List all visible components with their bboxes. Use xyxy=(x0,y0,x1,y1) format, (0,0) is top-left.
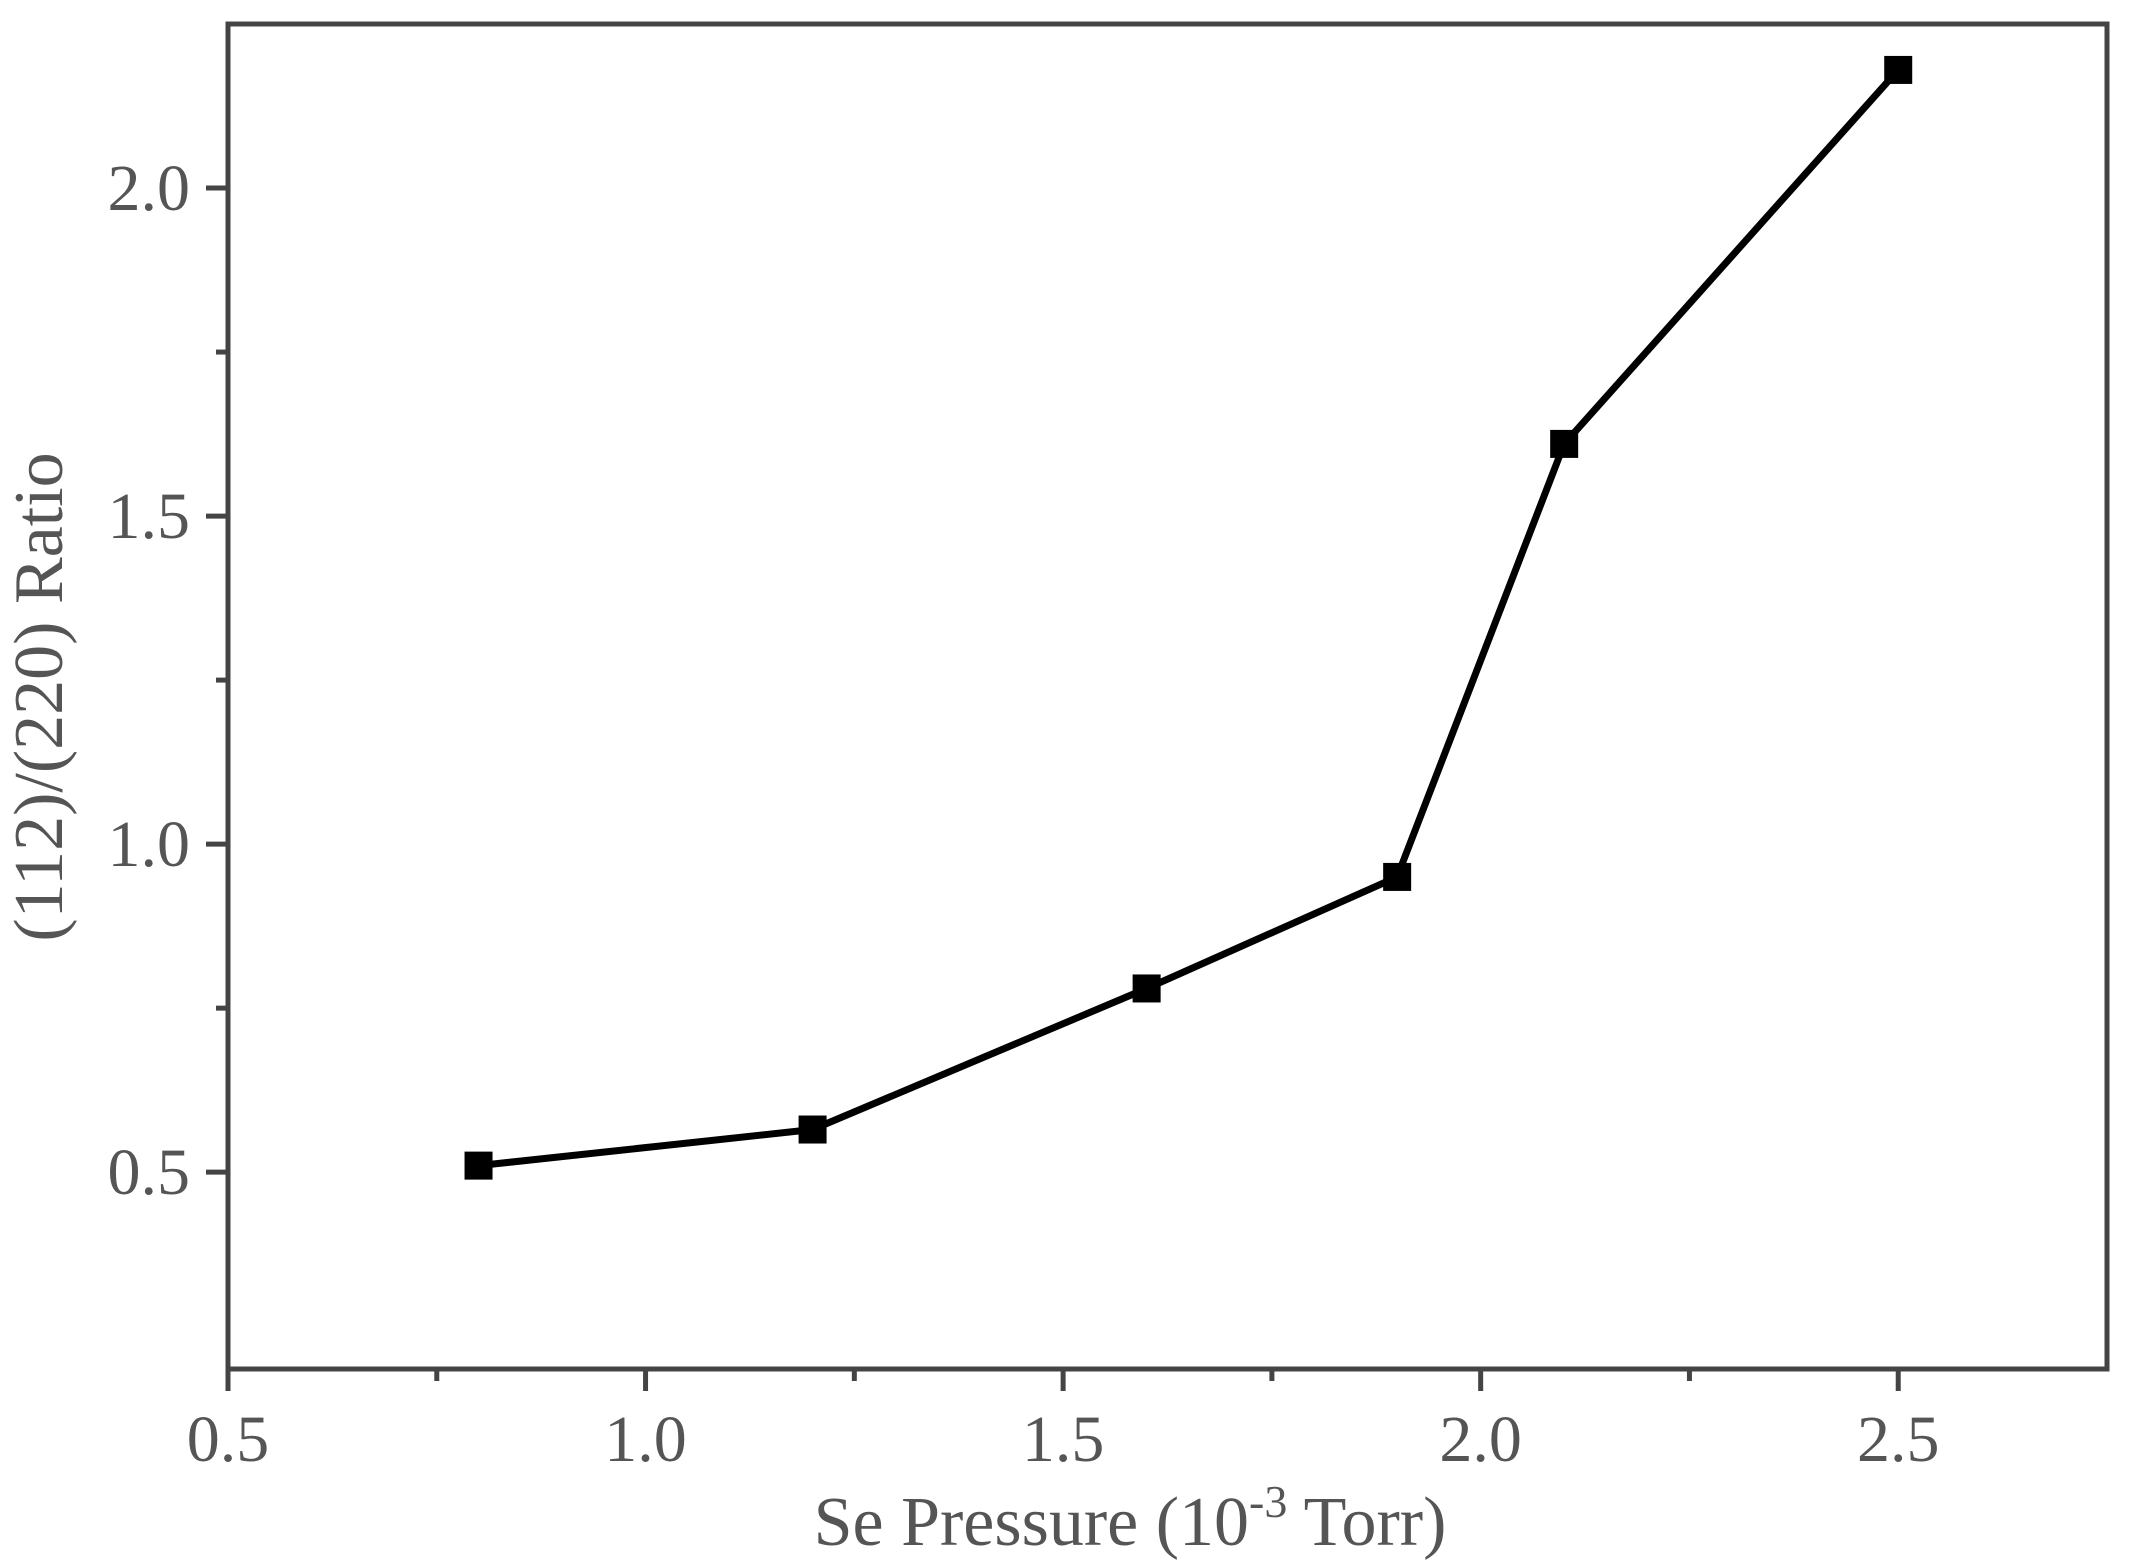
plot-frame xyxy=(225,21,2110,1372)
x-axis-title-tail: Torr) xyxy=(1287,1484,1446,1561)
x-tick-label: 2.0 xyxy=(1439,1403,1522,1476)
y-axis-ticks xyxy=(206,185,228,1175)
y-tick-label: 1.5 xyxy=(108,480,191,553)
x-tick-label: 2.5 xyxy=(1857,1403,1940,1476)
data-point-marker xyxy=(1884,55,1913,84)
data-point-marker xyxy=(1550,429,1579,458)
series-layer xyxy=(464,55,1913,1180)
data-point-marker xyxy=(464,1151,493,1180)
data-point-marker xyxy=(798,1115,827,1144)
y-axis-tick-labels: 0.5 1.0 1.5 2.0 xyxy=(108,152,191,1209)
y-tick-label: 2.0 xyxy=(108,152,191,225)
series-line xyxy=(478,67,1901,1170)
x-tick-label: 1.5 xyxy=(1022,1403,1105,1476)
x-axis-tick-labels: 0.5 1.0 1.5 2.0 2.5 xyxy=(187,1403,1940,1476)
y-tick-label: 1.0 xyxy=(108,808,191,881)
x-axis-title: Se Pressure (10-3 Torr) xyxy=(814,1476,1447,1561)
data-point-marker xyxy=(1132,974,1161,1003)
y-tick-label: 0.5 xyxy=(108,1136,191,1209)
x-axis-title-main: Se Pressure (10 xyxy=(814,1484,1249,1561)
x-tick-label: 1.0 xyxy=(604,1403,687,1476)
data-point-marker xyxy=(1383,862,1412,891)
y-axis-title: (112)/(220) Ratio xyxy=(1,452,78,941)
x-axis-title-superscript: -3 xyxy=(1249,1476,1287,1527)
x-tick-label: 0.5 xyxy=(187,1403,270,1476)
x-axis-ticks xyxy=(225,1369,1901,1391)
